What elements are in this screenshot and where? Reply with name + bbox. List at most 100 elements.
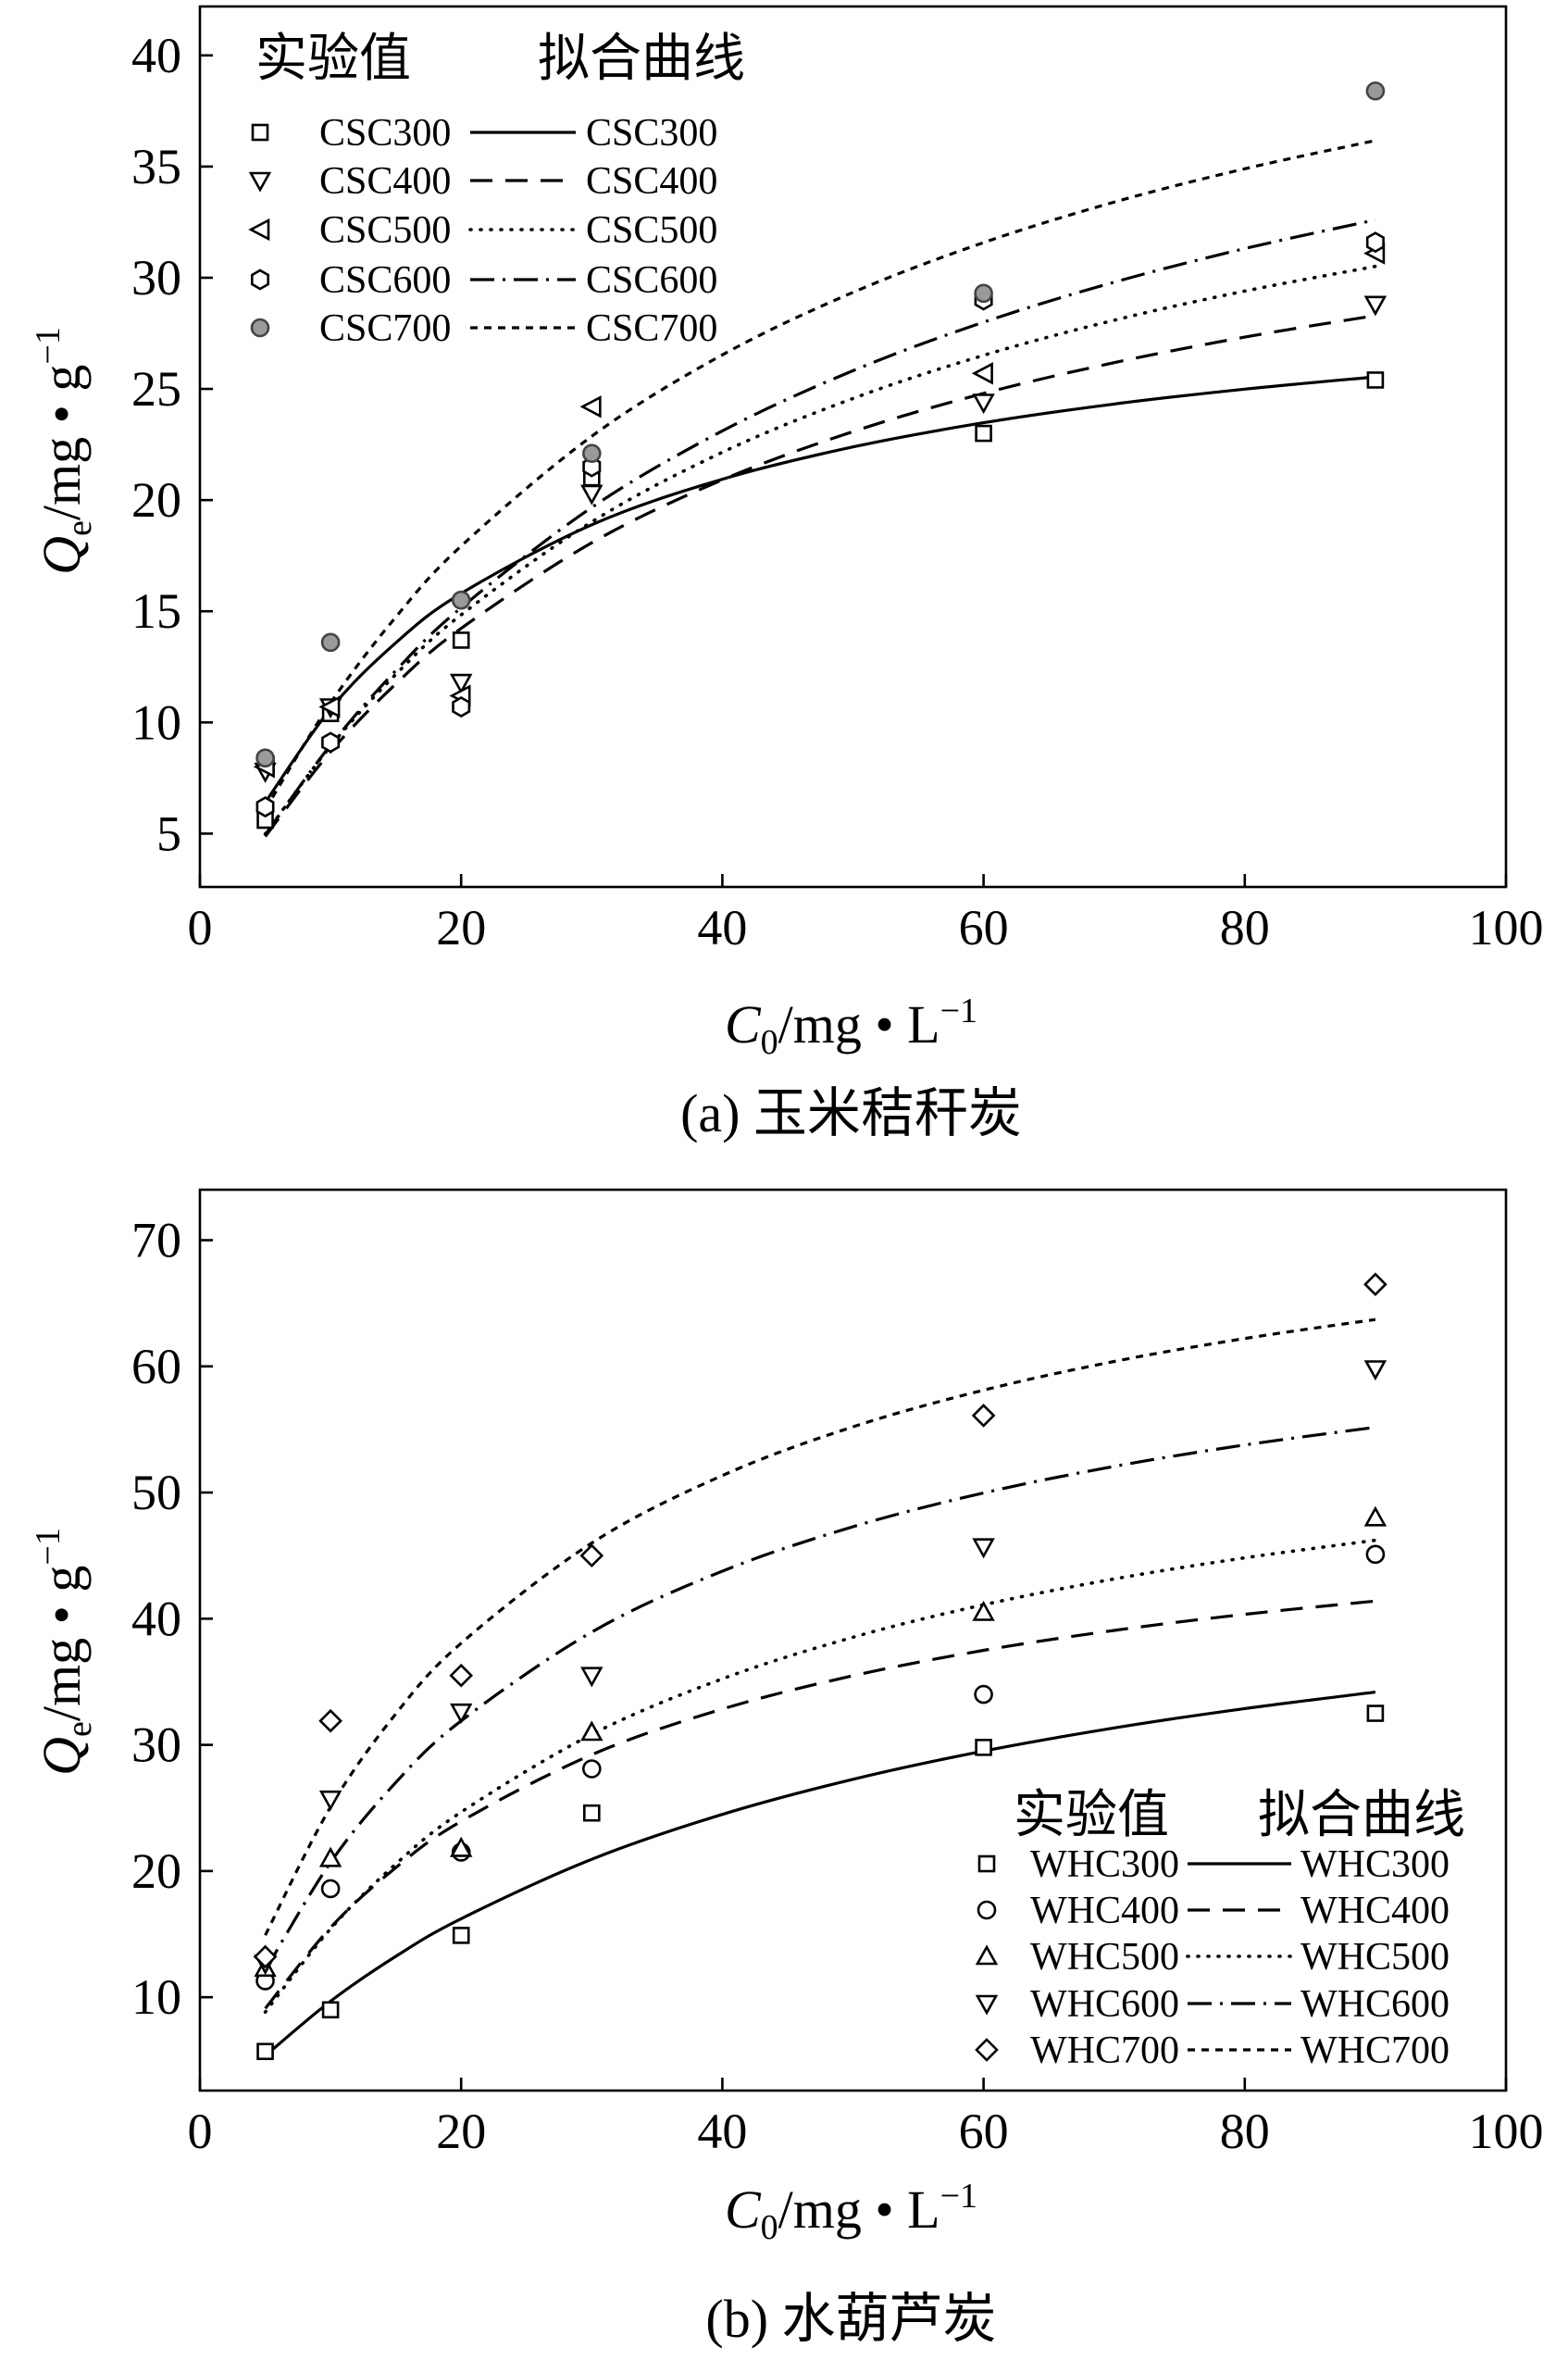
legend-label-fit: CSC400 bbox=[586, 160, 717, 203]
x-tick-label: 80 bbox=[1220, 900, 1270, 955]
data-point-WHC300-90 bbox=[1366, 1704, 1385, 1722]
fit-curve-WHC500 bbox=[263, 1538, 1377, 2014]
y-tick-label: 30 bbox=[131, 250, 181, 306]
y-tick-label: 35 bbox=[131, 139, 181, 194]
data-point-WHC600-20 bbox=[449, 1703, 473, 1724]
y-tick-label: 50 bbox=[131, 1465, 181, 1520]
data-point-WHC500-90 bbox=[1363, 1505, 1388, 1527]
legend-label-fit: CSC500 bbox=[586, 209, 717, 252]
data-point-WHC700-5 bbox=[253, 1944, 278, 1969]
fit-curve-CSC400 bbox=[264, 314, 1376, 838]
x-axis-label-unit: /mg • L bbox=[778, 2179, 940, 2240]
legend-label-fit: CSC700 bbox=[586, 307, 717, 350]
legend-marker-WHC400 bbox=[977, 1900, 997, 1920]
x-axis-label-superscript: −1 bbox=[940, 992, 977, 1030]
y-axis-label-symbol: Q bbox=[31, 536, 92, 575]
data-point-WHC600-60 bbox=[972, 1538, 995, 1559]
x-tick-label: 80 bbox=[1220, 2104, 1270, 2159]
x-axis-label-superscript: −1 bbox=[940, 2177, 977, 2216]
data-point-WHC500-20 bbox=[449, 1836, 473, 1857]
data-point-CSC300-20 bbox=[452, 631, 470, 649]
figure-caption: (a) 玉米秸秆炭 bbox=[680, 1083, 1022, 1143]
x-tick-label: 0 bbox=[188, 900, 213, 955]
y-axis-label-superscript: −1 bbox=[29, 1528, 68, 1565]
legend-marker-WHC600 bbox=[975, 1994, 999, 2016]
legend-label-fit: WHC700 bbox=[1300, 2029, 1450, 2072]
data-point-WHC300-5 bbox=[256, 2042, 274, 2061]
x-axis-label-symbol: C bbox=[725, 994, 762, 1055]
x-tick-label: 20 bbox=[436, 900, 486, 955]
legend-marker-WHC300 bbox=[977, 1854, 996, 1873]
fit-curve-WHC400 bbox=[264, 1599, 1376, 2010]
legend-marker-CSC700 bbox=[250, 318, 270, 338]
data-point-WHC300-10 bbox=[321, 2001, 340, 2019]
data-point-CSC700-90 bbox=[1365, 81, 1386, 101]
data-point-CSC400-90 bbox=[1363, 295, 1388, 317]
data-point-CSC500-60 bbox=[971, 362, 993, 385]
legend-label-fit: CSC300 bbox=[586, 112, 717, 155]
data-point-WHC500-10 bbox=[318, 1846, 342, 1867]
data-point-WHC600-90 bbox=[1363, 1360, 1388, 1381]
data-point-CSC700-30 bbox=[581, 443, 602, 464]
data-point-CSC500-10 bbox=[318, 695, 341, 718]
data-point-WHC700-30 bbox=[579, 1543, 604, 1568]
y-tick-label: 15 bbox=[131, 583, 181, 639]
figure-caption: (b) 水葫芦炭 bbox=[705, 2289, 996, 2349]
data-point-WHC400-10 bbox=[320, 1879, 341, 1899]
legend-header-experimental: 实验值 bbox=[255, 31, 411, 88]
data-point-WHC700-60 bbox=[971, 1404, 996, 1428]
y-tick-label: 10 bbox=[131, 1969, 181, 2025]
data-point-CSC600-90 bbox=[1365, 231, 1385, 254]
data-point-WHC600-30 bbox=[580, 1667, 604, 1688]
data-point-WHC400-30 bbox=[581, 1759, 602, 1779]
fit-curves bbox=[263, 1317, 1377, 2057]
y-tick-label: 60 bbox=[131, 1339, 181, 1394]
data-point-WHC700-10 bbox=[318, 1708, 342, 1733]
data-point-CSC300-90 bbox=[1366, 371, 1385, 389]
y-tick-label: 40 bbox=[131, 1591, 181, 1646]
data-point-WHC400-90 bbox=[1365, 1544, 1386, 1565]
fit-curve-WHC300 bbox=[264, 1691, 1376, 2057]
fit-curve-WHC700 bbox=[264, 1317, 1376, 1936]
x-tick-label: 40 bbox=[697, 2104, 747, 2159]
data-point-WHC300-30 bbox=[582, 1804, 601, 1822]
data-point-WHC300-20 bbox=[452, 1927, 470, 1944]
data-point-CSC400-60 bbox=[972, 393, 995, 415]
data-point-CSC600-30 bbox=[582, 456, 602, 478]
legend-marker-CSC400 bbox=[248, 171, 272, 193]
data-point-CSC700-10 bbox=[320, 632, 341, 653]
legend-marker-CSC500 bbox=[248, 218, 270, 242]
fit-curves bbox=[263, 139, 1377, 838]
legend-header-fit: 拟合曲线 bbox=[1258, 1787, 1465, 1844]
legend-label-experimental: WHC400 bbox=[1030, 1890, 1179, 1932]
y-axis-label: Qe/mg • g−1 bbox=[29, 1528, 99, 1776]
data-point-CSC400-20 bbox=[449, 673, 473, 694]
y-axis-label-unit: /mg • g bbox=[31, 365, 92, 521]
legend-label-experimental: WHC500 bbox=[1030, 1936, 1179, 1979]
data-point-CSC700-20 bbox=[451, 590, 471, 610]
y-axis-label-symbol: Q bbox=[31, 1737, 92, 1776]
data-point-WHC600-10 bbox=[318, 1790, 342, 1811]
y-tick-label: 40 bbox=[131, 28, 181, 83]
y-axis-label-subscript: e bbox=[60, 1721, 99, 1737]
fit-curve-CSC600 bbox=[264, 218, 1376, 836]
legend-header-experimental: 实验值 bbox=[1014, 1787, 1169, 1844]
legend-label-fit: WHC500 bbox=[1300, 1936, 1450, 1979]
legend-label-experimental: CSC500 bbox=[319, 209, 451, 252]
experimental-points bbox=[253, 1272, 1388, 2061]
data-point-WHC500-30 bbox=[580, 1720, 604, 1742]
y-tick-label: 20 bbox=[131, 472, 181, 528]
data-point-WHC500-60 bbox=[972, 1600, 995, 1621]
y-axis-label-unit: /mg • g bbox=[31, 1566, 92, 1722]
legend-label-fit: WHC600 bbox=[1300, 1983, 1450, 2026]
data-point-CSC400-30 bbox=[580, 484, 604, 506]
legend: 实验值 拟合曲线 CSC300 CSC300 CSC400 CSC400 CSC500 CSC… bbox=[248, 31, 745, 350]
y-tick-label: 5 bbox=[156, 805, 181, 861]
legend-marker-CSC600 bbox=[250, 268, 270, 291]
x-tick-label: 0 bbox=[188, 2104, 213, 2159]
data-point-WHC400-60 bbox=[974, 1684, 993, 1704]
legend-label-fit: WHC300 bbox=[1300, 1843, 1450, 1886]
x-tick-label: 100 bbox=[1469, 2104, 1544, 2159]
legend-marker-WHC700 bbox=[975, 2038, 999, 2062]
